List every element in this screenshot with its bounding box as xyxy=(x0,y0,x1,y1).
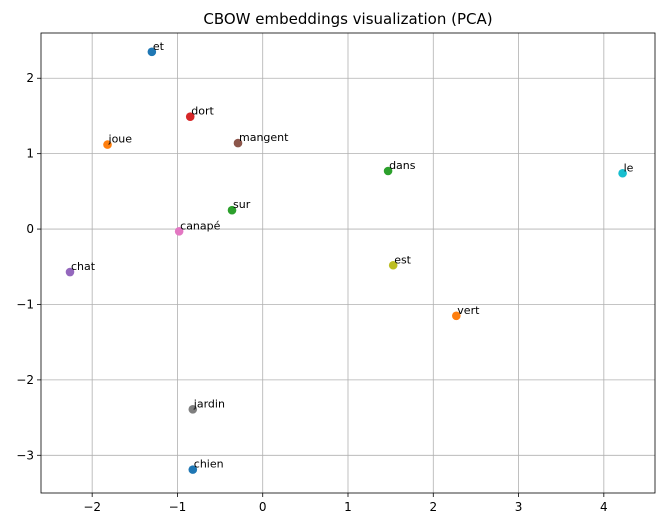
point-label: joue xyxy=(108,133,133,146)
data-point xyxy=(233,138,243,148)
data-point xyxy=(383,166,393,176)
y-tick-label: 1 xyxy=(26,147,34,161)
x-tick-label: −1 xyxy=(169,500,187,514)
data-points: et dort joue mangent dans le sur canapé chat est v… xyxy=(65,40,634,474)
y-tick-label: −2 xyxy=(16,373,34,387)
x-tick-label: 1 xyxy=(344,500,352,514)
point-label: le xyxy=(624,161,634,174)
data-point xyxy=(452,311,461,321)
x-tick-label: 4 xyxy=(600,500,608,514)
point-label: mangent xyxy=(239,131,289,144)
data-point xyxy=(103,140,112,149)
data-point xyxy=(147,47,157,57)
x-tick-label: 0 xyxy=(259,500,267,514)
point-label: dans xyxy=(389,159,416,172)
x-tick-label: 3 xyxy=(515,500,523,514)
point-label: canapé xyxy=(180,219,220,232)
point-label: sur xyxy=(233,198,251,211)
y-tick-label: −3 xyxy=(16,448,34,462)
data-point xyxy=(227,205,237,215)
chart-title: CBOW embeddings visualization (PCA) xyxy=(203,10,492,28)
point-label: vert xyxy=(457,304,480,317)
axis-ticks: −2 −1 0 1 2 3 4 −3 −2 −1 0 1 2 xyxy=(16,71,607,514)
x-tick-label: −2 xyxy=(83,500,101,514)
data-point xyxy=(185,112,195,122)
y-tick-label: 2 xyxy=(26,71,34,85)
data-point xyxy=(188,404,198,414)
point-label: dort xyxy=(191,105,214,118)
grid xyxy=(41,33,655,493)
data-point xyxy=(65,267,75,277)
data-point xyxy=(618,168,627,178)
x-tick-label: 2 xyxy=(429,500,437,514)
data-point xyxy=(188,465,198,474)
data-point xyxy=(388,260,398,270)
point-label: chat xyxy=(71,260,96,273)
point-label: chien xyxy=(194,458,224,471)
point-label: jardin xyxy=(193,397,225,410)
point-label: et xyxy=(153,40,165,53)
point-label: est xyxy=(394,253,411,266)
data-point xyxy=(174,227,184,236)
plot-frame xyxy=(40,32,656,494)
y-tick-label: −1 xyxy=(16,297,34,311)
y-tick-label: 0 xyxy=(26,222,34,236)
